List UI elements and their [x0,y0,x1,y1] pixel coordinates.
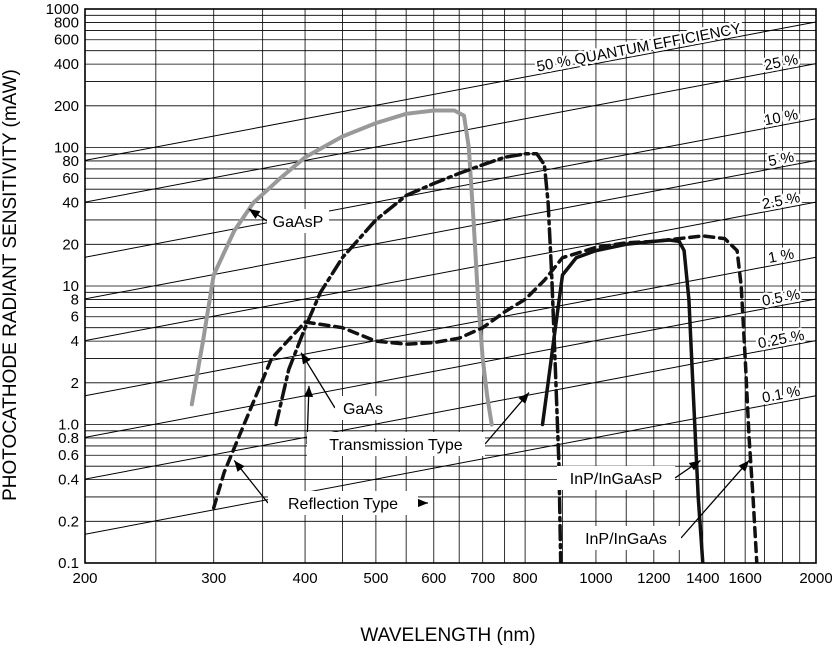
callout-arrowhead [248,208,261,219]
callout-label: Reflection Type [288,496,398,513]
y-tick-label: 6 [71,309,79,326]
callout-leader [484,392,530,445]
callout-arrowhead [417,498,428,508]
callout-label: InP/InGaAs [585,531,667,548]
annotations: 0.1 % 0.25 % 0.5 % 1 % 2.5 % 5 % 10 % 25 % 50 % … [233,18,808,550]
y-tick-label: 0.1 [58,555,79,572]
callout-label: InP/InGaAsP [570,471,663,488]
qe-line-10 [85,118,816,258]
grid [84,8,817,564]
callout-gaas: GaAs [300,352,391,420]
x-tick-label: 1400 [686,570,719,587]
callout-box [557,466,675,490]
y-tick-label: 1.0 [58,417,79,434]
y-tick-label: 0.6 [58,447,79,464]
qe-label-25: 25 % [763,51,800,74]
plot-border [84,8,817,564]
callout-arrowhead [688,460,701,471]
x-tick-label: 400 [293,570,318,587]
callout-arrowhead [234,460,245,472]
x-tick-label: 700 [470,570,495,587]
quantum-efficiency-lines [85,21,816,535]
y-tick-label: 0.8 [58,430,79,447]
series-line-gaas [274,152,563,563]
y-tick-label: 8 [71,291,79,308]
x-tick-label: 800 [513,570,538,587]
series-line-gaasp [189,108,494,427]
x-tick-label: 500 [363,570,388,587]
x-tick-label: 1200 [637,570,670,587]
callout-box [571,526,681,550]
y-tick-label: 20 [62,236,79,253]
y-tick-label: 600 [54,32,79,49]
callout-arrowhead [518,392,530,404]
qe-label-0-1: 0.1 % [761,383,802,407]
qe-label-10: 10 % [763,106,800,129]
qe-line-0-5 [85,298,816,438]
callout-box [335,396,391,420]
y-tick-label: 80 [62,153,79,170]
x-tick-label: 2000 [799,570,832,587]
callout-arrowhead [301,352,311,365]
callout-label: GaAsP [273,214,324,231]
callout-label: GaAs [343,401,383,418]
callout-box [268,491,418,515]
qe-label-0-25: 0.25 % [757,327,806,352]
y-tick-label: 4 [71,333,79,350]
callout-leader [680,460,750,539]
qe-label-0-5: 0.5 % [761,286,802,310]
qe-label-5: 5 % [767,149,796,171]
callout-arrowhead [738,460,750,472]
y-tick-label: 800 [54,14,79,31]
series-line-inp-ingaasp [540,238,705,563]
callout-inp-ingaas: InP/InGaAs [571,460,750,550]
qe-line-1 [85,256,816,397]
callout-reflection-type: Reflection Type [233,460,428,515]
qe-label-2-5: 2.5 % [761,189,802,213]
qe-line-5 [85,159,816,300]
y-tick-label: 200 [54,98,79,115]
callout-arrowhead [304,385,314,398]
x-tick-label: 1000 [579,570,612,587]
y-tick-label: 1000 [46,1,79,18]
y-tick-label: 10 [62,278,79,295]
series-layer [189,108,759,563]
qe-label-1: 1 % [767,245,796,267]
qe-label-50-quantum-efficiency: 50 % QUANTUM EFFICIENCY [535,20,742,75]
qe-line-0-25 [85,340,816,480]
plot-frame [84,8,817,564]
y-tick-label: 2 [71,375,79,392]
callout-box [307,432,485,456]
y-tick-label: 400 [54,56,79,73]
callout-transmission-type: Transmission Type [304,385,530,456]
y-tick-label: 40 [62,195,79,212]
qe-line-50-quantum-efficiency [85,21,816,161]
x-tick-label: 600 [421,570,446,587]
y-tick-label: 0.4 [58,472,79,489]
qe-line-25 [85,63,816,203]
x-tick-label: 200 [72,570,97,587]
y-axis-title: PHOTOCATHODE RADIANT SENSITIVITY (mAW) [0,69,21,501]
x-axis-title: WAVELENGTH (nm) [360,625,535,646]
y-tick-label: 100 [54,140,79,157]
y-tick-label: 60 [62,170,79,187]
series-line-inp-ingaas [211,234,759,563]
callout-inp-ingaasp: InP/InGaAsP [557,459,701,490]
callout-box [267,209,329,233]
y-tick-label: 0.2 [58,513,79,530]
x-tick-label: 300 [201,570,226,587]
x-tick-label: 1600 [728,570,761,587]
callout-label: Transmission Type [329,437,462,454]
tick-labels: 200 300 400 500 600 700 800 1000 1200 1400 1600 200… [46,1,832,587]
callout-gaasp: GaAsP [248,208,329,233]
